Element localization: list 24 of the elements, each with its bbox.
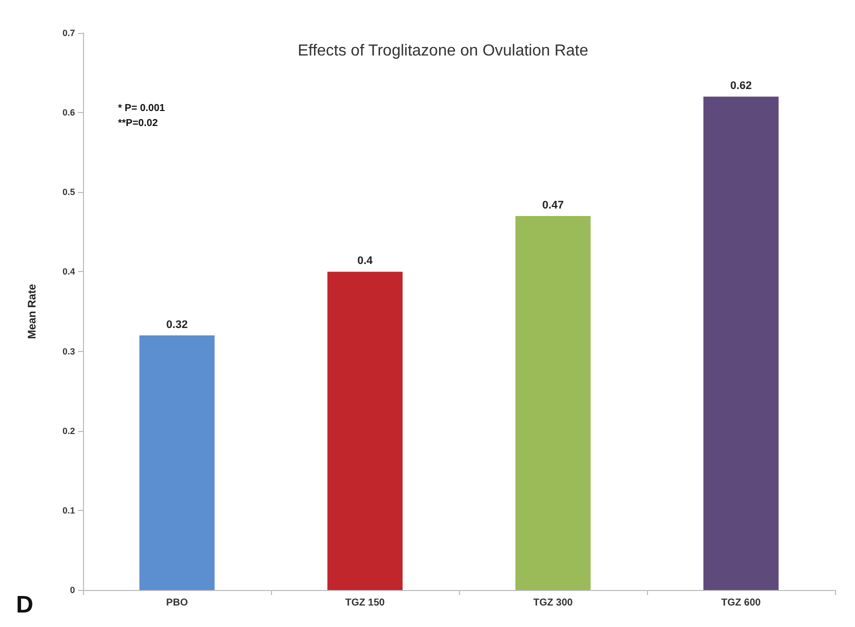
text: D — [16, 592, 34, 618]
y-tick-label: 0.6 — [62, 108, 75, 118]
y-tick-label: 0.1 — [62, 505, 75, 516]
x-tick-label: PBO — [166, 598, 188, 608]
x-tick-label: TGZ 300 — [533, 598, 574, 608]
data-label: 0.62 — [730, 80, 752, 92]
y-tick-label: 0.3 — [62, 346, 75, 356]
bar — [703, 96, 779, 590]
data-label: 0.47 — [542, 200, 564, 212]
y-tick-label: 0.5 — [62, 187, 75, 198]
data-label: 0.32 — [166, 318, 188, 331]
data-label: 0.4 — [357, 255, 374, 268]
y-tick-label: 0.4 — [62, 266, 75, 277]
annotation: * P= 0.001 **P=0.02 — [118, 103, 166, 129]
x-tick-label: TGZ 150 — [345, 598, 386, 608]
y-axis-title: Mean Rate — [26, 284, 38, 340]
y-tick-label: 0.2 — [62, 426, 75, 436]
x-tick-label: TGZ 600 — [721, 598, 762, 608]
bar — [327, 272, 403, 590]
y-tick-label: 0 — [70, 585, 75, 595]
bar — [515, 216, 591, 590]
text: Effects of Troglitazone on Ovulation Rate — [298, 42, 588, 60]
y-tick-label: 0.7 — [62, 28, 75, 38]
bar — [139, 335, 215, 590]
